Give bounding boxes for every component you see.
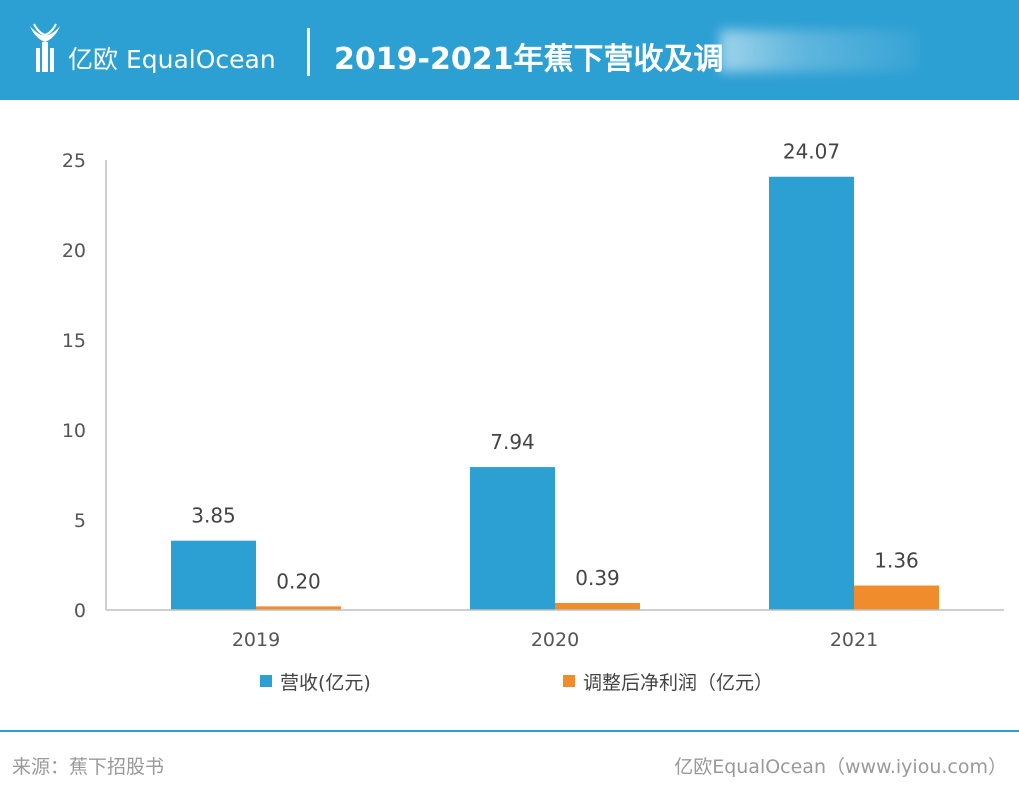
equalocean-logo-icon [30,23,60,72]
data-label-revenue-2020: 7.94 [490,430,535,454]
y-tick-label-5: 5 [74,510,86,532]
legend-item-revenue: 营收(亿元) [260,668,371,694]
source-note: 来源：蕉下招股书 [12,756,165,778]
y-tick-label-15: 15 [62,330,86,352]
bar-chart: 0 5 10 15 20 25 3.85 7.94 24.07 0.20 0.39 1.36 2019 2… [62,140,1004,651]
x-tick-label-2021: 2021 [830,629,878,651]
blurred-title-region [720,30,920,72]
data-label-net-profit-2019: 0.20 [276,569,321,593]
chart-title: 2019-2021年蕉下营收及调 [334,42,724,77]
legend-swatch-net-profit [563,675,575,687]
header-divider [307,28,310,76]
y-tick-label-10: 10 [62,420,86,442]
bar-revenue-2019 [171,540,256,610]
data-label-revenue-2019: 3.85 [191,504,236,528]
legend-swatch-revenue [260,675,272,687]
bar-net-profit-2021 [854,585,939,610]
legend-label-net-profit: 调整后净利润（亿元） [583,671,774,694]
x-tick-label-2019: 2019 [232,629,280,651]
y-tick-label-0: 0 [74,600,86,622]
bar-net-profit-2020 [555,602,640,610]
data-label-net-profit-2020: 0.39 [575,566,620,590]
y-tick-label-25: 25 [62,150,86,172]
x-tick-label-2020: 2020 [531,629,579,651]
credit-note: 亿欧EqualOcean（www.iyiou.com） [674,756,1007,778]
header-banner: 亿欧 EqualOcean 2019-2021年蕉下营收及调 [0,0,1019,100]
y-tick-label-20: 20 [62,240,86,262]
footer-divider [0,730,1019,732]
data-label-net-profit-2021: 1.36 [874,549,919,573]
bar-revenue-2021 [769,176,854,610]
data-label-revenue-2021: 24.07 [783,140,840,164]
legend-label-revenue: 营收(亿元) [280,671,371,694]
brand-name: 亿欧 EqualOcean [68,45,276,74]
legend-item-net-profit: 调整后净利润（亿元） [563,668,773,694]
bar-net-profit-2019 [256,606,341,610]
bar-revenue-2020 [470,467,555,610]
